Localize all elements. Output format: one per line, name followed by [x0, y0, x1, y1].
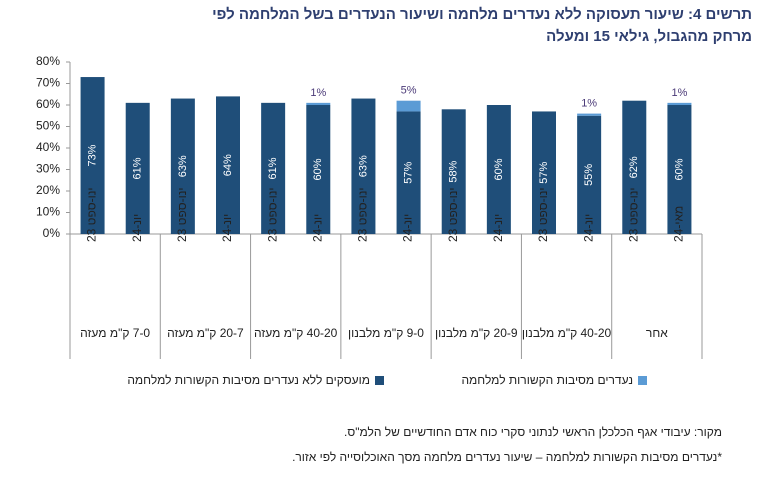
bar-segment [577, 113, 602, 116]
legend-label: נעדרים מסיבות הקשורות למלחמה [461, 373, 633, 387]
value-label: 57% [402, 162, 414, 184]
chart-title: תרשים 4: שיעור תעסוקה ללא נעדרים מלחמה ו… [212, 6, 752, 45]
value-label: 60% [312, 158, 324, 180]
group-label: 20-7 ק"מ מעזה [167, 326, 244, 340]
bar-segment [80, 77, 105, 234]
bar-segment [396, 111, 421, 234]
bar-segment [306, 102, 331, 105]
group-label: אחר [646, 326, 668, 340]
bar-segment [532, 111, 556, 234]
value-label: 1% [671, 87, 687, 99]
bar-segment [261, 102, 286, 234]
value-label: 63% [177, 155, 189, 177]
group-label: 40-20 ק"מ מעזה [254, 326, 338, 340]
y-tick-label: 60% [36, 97, 60, 111]
x-tick-label: ינו-ספט 23 [265, 188, 279, 243]
x-tick-label: ינו-ספט 23 [175, 188, 189, 243]
group-label: 7-0 ק"מ מעזה [80, 326, 150, 340]
x-tick-label: יונ-24 [130, 214, 144, 242]
value-label: 5% [401, 85, 417, 97]
y-tick-label: 10% [36, 205, 60, 219]
bar-segment [216, 96, 240, 235]
y-tick-label: 70% [36, 76, 60, 90]
bar-segment [351, 98, 376, 234]
bar-segment [441, 109, 466, 234]
x-tick-label: יונ-24 [581, 214, 595, 242]
value-label: 58% [448, 160, 460, 182]
footnote: *נעדרים מסיבות הקשורות למלחמה – שיעור נע… [292, 450, 722, 464]
y-tick-label: 30% [36, 162, 60, 176]
bar-segment [622, 100, 647, 234]
value-label: 64% [222, 154, 234, 176]
bar-segment [667, 102, 692, 105]
y-tick-label: 0% [43, 226, 61, 240]
value-label: 1% [581, 98, 597, 110]
value-label: 60% [673, 158, 685, 180]
y-tick-label: 50% [36, 119, 60, 133]
y-tick-label: 20% [36, 183, 60, 197]
x-tick-label: ינו-ספט 23 [536, 188, 550, 243]
x-tick-label: ינו-ספט 23 [446, 188, 460, 243]
x-tick-label: ינו-ספט 23 [85, 188, 99, 243]
legend-label: מועסקים ללא נעדרים מסיבות הקשורות למלחמה [127, 373, 370, 387]
x-tick-label: יונ-24 [401, 214, 415, 242]
bar-segment [667, 105, 692, 234]
y-tick-label: 40% [36, 140, 60, 154]
bar-segment [577, 115, 602, 234]
value-label: 61% [267, 157, 279, 179]
x-tick-label: יונ-24 [491, 214, 505, 242]
bar-segment [396, 100, 421, 112]
group-label: 40-20 ק"מ מלבנון [522, 326, 612, 340]
value-label: 62% [628, 156, 640, 178]
x-tick-label: יונ-24 [220, 214, 234, 242]
value-label: 1% [310, 87, 326, 99]
group-label: 20-9 ק"מ מלבנון [435, 326, 518, 340]
source-note: מקור: עיבודי אגף הכלכלן הראשי לנתוני סקר… [344, 425, 722, 439]
value-label: 63% [357, 155, 369, 177]
bar-segment [125, 102, 150, 234]
value-label: 55% [583, 164, 595, 186]
value-label: 57% [538, 162, 550, 184]
bar-segment [306, 105, 331, 234]
value-label: 73% [86, 144, 98, 166]
y-tick-label: 80% [36, 54, 60, 68]
x-tick-label: מאי-24 [672, 206, 686, 242]
value-label: 60% [493, 158, 505, 180]
x-tick-label: יונ-24 [310, 214, 324, 242]
legend-swatch [375, 376, 384, 385]
legend-swatch [638, 376, 647, 385]
value-label: 61% [132, 157, 144, 179]
chart: 0% 10% 20% 30% 40% 50% 60% 70% 80% 73% ינו-ספט 23 6… [36, 54, 703, 387]
x-tick-label: ינו-ספט 23 [626, 188, 640, 243]
group-label: 9-0 ק"מ מלבנון [348, 326, 424, 340]
bar-segment [486, 105, 511, 234]
x-tick-label: ינו-ספט 23 [356, 188, 370, 243]
bar-segment [170, 98, 195, 234]
